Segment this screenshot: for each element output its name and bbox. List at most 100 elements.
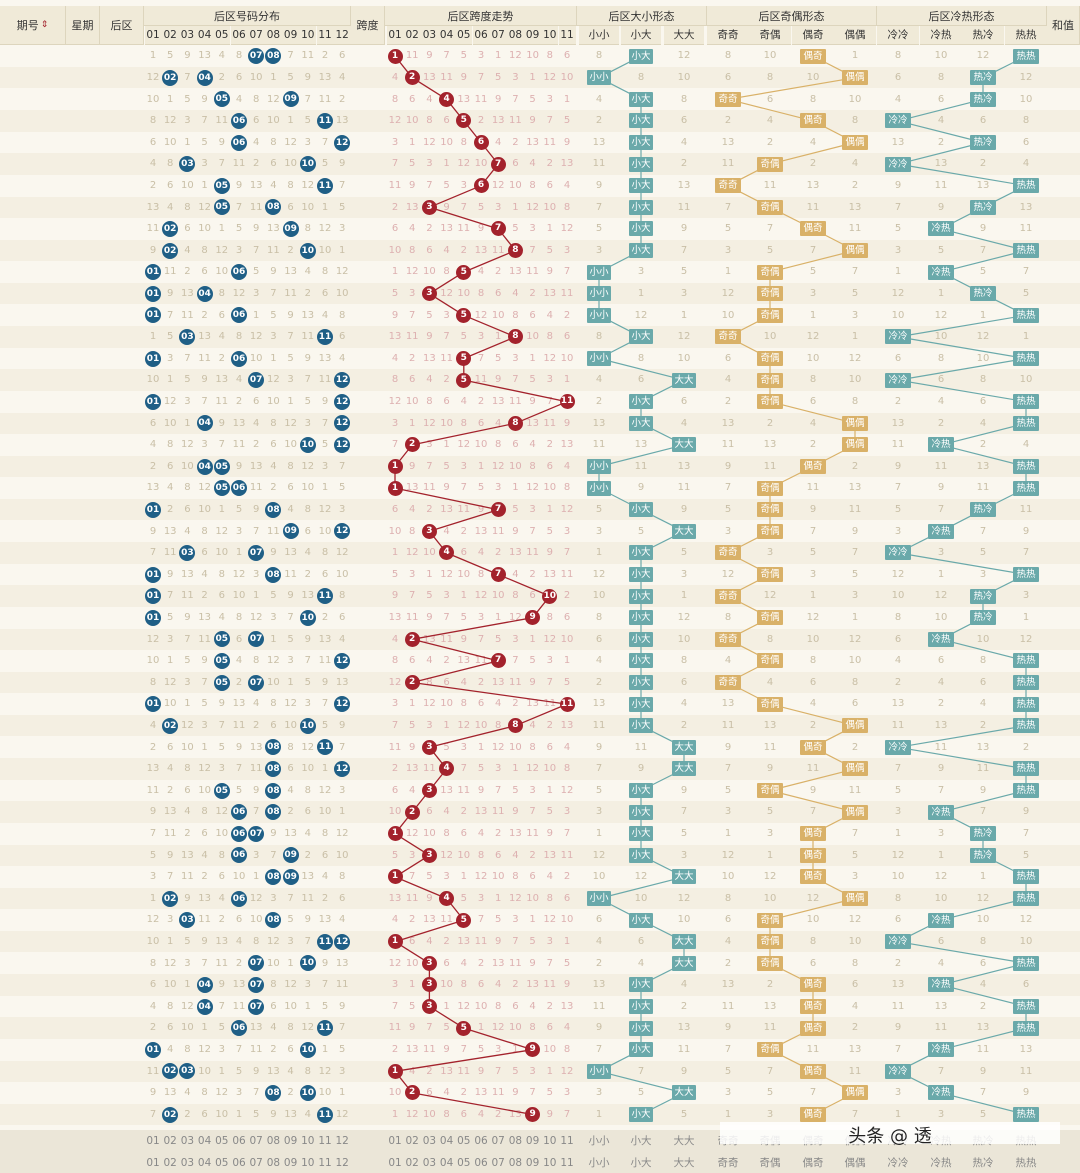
preselect-number[interactable]: 03: [180, 1135, 195, 1148]
table-row[interactable]: 2 6 10 1 9 13 4 8 12 7 11 9 7 5 3 12 10 8 6 4 9 13 11 13 2 9 11 13: [0, 175, 1080, 197]
table-row[interactable]: 10 1 5 9 13 4 12 3 7 11 8 6 4 2 11 9 7 5 3 1 4 6 4 8 10 6 8 10: [0, 369, 1080, 391]
table-row[interactable]: 10 1 5 9 13 4 8 12 3 7 6 4 2 13 11 9 7 5 3 1 4 6 4 8 10 6 8 10: [0, 930, 1080, 953]
header-period[interactable]: 期号 ⇕: [0, 6, 66, 45]
preselect-span[interactable]: 04: [439, 1135, 454, 1148]
preselect-number[interactable]: 04: [197, 1157, 212, 1170]
preselect-number[interactable]: 02: [163, 1157, 177, 1170]
preselect-span[interactable]: 01: [388, 1157, 402, 1170]
preselect-span[interactable]: 11: [560, 1135, 574, 1148]
preselect-span[interactable]: 09: [525, 1135, 540, 1148]
table-row[interactable]: 9 13 4 8 12 3 11 2 6 10 5 3 1 12 10 8 4 2 13 11 12 3 12 3 5 12 1 3: [0, 564, 1080, 586]
preselect-span[interactable]: 02: [405, 1157, 419, 1170]
table-row[interactable]: 12 3 7 11 2 6 10 1 5 9 12 10 8 6 4 2 13 11 9 7 2 6 2 6 8 2 4 6: [0, 391, 1080, 413]
preselect-number[interactable]: 08: [266, 1157, 281, 1170]
preselect-number[interactable]: 03: [180, 1157, 195, 1170]
preselect-span[interactable]: 09: [525, 1157, 540, 1170]
table-row[interactable]: 5 9 13 4 8 3 7 2 6 10 5 3 12 10 8 6 4 2 13 11 12 3 12 1 5 12 1 5: [0, 844, 1080, 867]
preselect-number[interactable]: 08: [266, 1135, 281, 1148]
preselect-number[interactable]: 10: [301, 1135, 315, 1148]
table-row[interactable]: 10 1 5 9 13 4 8 12 3 7 3 1 12 10 8 6 4 2 13 11 13 4 13 4 6 13 2 4: [0, 693, 1080, 715]
table-row[interactable]: 9 13 4 8 12 3 7 11 6 10 10 8 4 2 13 11 9 7 5 3 3 5 3 7 9 3 7 9: [0, 521, 1080, 543]
preselect-parity[interactable]: 偶偶: [844, 1157, 866, 1170]
preselect-size[interactable]: 小大: [630, 1135, 652, 1148]
preselect-span[interactable]: 02: [405, 1135, 419, 1148]
preselect-number[interactable]: 09: [283, 1135, 298, 1148]
preselect-number[interactable]: 04: [197, 1135, 212, 1148]
table-row[interactable]: 4 8 12 3 7 11 2 6 10 5 7 3 1 12 10 8 6 4 2 13 11 13 11 13 2 11 2 4: [0, 434, 1080, 456]
table-row[interactable]: 4 8 12 3 7 11 2 6 1 5 2 13 11 9 7 5 3 1 10 8 7 11 7 11 13 7 11 13: [0, 1039, 1080, 1061]
table-row[interactable]: 9 13 4 8 12 7 2 6 10 1 10 6 4 2 13 11 9 7 5 3 3 7 3 5 7 3 7 9: [0, 801, 1080, 823]
preselect-span[interactable]: 05: [457, 1135, 471, 1148]
table-row[interactable]: 11 2 6 10 5 9 13 4 8 12 1 12 10 8 4 2 13 11 9 7 3 5 1 5 7 1 5 7: [0, 261, 1080, 283]
preselect-hot[interactable]: 热热: [1015, 1157, 1037, 1170]
preselect-number[interactable]: 12: [335, 1135, 349, 1148]
preselect-span[interactable]: 07: [491, 1157, 505, 1170]
preselect-size[interactable]: 小大: [630, 1157, 652, 1170]
preselect-number[interactable]: 12: [335, 1157, 349, 1170]
preselect-span[interactable]: 06: [474, 1157, 488, 1170]
preselect-number[interactable]: 06: [232, 1157, 246, 1170]
preselect-number[interactable]: 07: [249, 1135, 263, 1148]
table-row[interactable]: 4 8 3 7 11 2 6 10 5 9 7 5 3 1 12 10 6 4 2 13 11 2 11 2 4 13 2 4: [0, 153, 1080, 175]
table-row[interactable]: 2 6 10 1 5 9 4 8 12 3 6 4 2 13 11 9 5 3 1 12 5 9 5 9 11 5 7 11: [0, 498, 1080, 521]
table-row[interactable]: 13 4 8 12 3 7 11 6 10 1 2 13 11 7 5 3 1 12 10 8 7 9 7 9 11 7 9 11: [0, 758, 1080, 780]
table-row[interactable]: 7 11 2 6 10 9 13 4 8 12 12 10 8 6 4 2 13 11 9 7 1 5 1 3 7 1 3 7: [0, 823, 1080, 845]
preselect-hot[interactable]: 冷冷: [887, 1157, 909, 1170]
preselect-span[interactable]: 05: [457, 1157, 471, 1170]
table-row[interactable]: 2 6 10 1 5 9 13 8 12 7 11 9 5 3 1 12 10 8 6 4 9 11 9 11 2 11 13 2: [0, 737, 1080, 759]
preselect-size[interactable]: 小小: [588, 1135, 610, 1148]
preselect-hot[interactable]: 冷热: [930, 1157, 952, 1170]
preselect-span[interactable]: 03: [422, 1135, 437, 1148]
preselect-hot[interactable]: 热冷: [972, 1157, 994, 1170]
preselect-parity[interactable]: 奇偶: [759, 1157, 781, 1170]
table-row[interactable]: 7 11 2 6 10 1 5 9 13 8 9 7 5 3 1 12 10 8 6 2 10 1 12 1 3 10 12 3: [0, 585, 1080, 607]
table-row[interactable]: 8 12 3 7 11 6 10 1 5 13 12 10 8 6 2 13 11 9 7 5 2 6 2 4 8 4 6 8: [0, 110, 1080, 132]
preselect-number[interactable]: 06: [232, 1135, 246, 1148]
table-row[interactable]: 8 12 3 7 11 2 10 1 9 13 12 10 6 4 2 13 11 9 7 5 2 4 2 6 8 2 4 6: [0, 953, 1080, 975]
table-row[interactable]: 1 5 9 13 4 8 7 11 2 6 11 9 7 5 3 1 12 10 8 6 8 12 8 10 1 8 10 12: [0, 45, 1080, 67]
table-row[interactable]: 2 6 10 9 13 4 8 12 3 7 9 7 5 3 1 12 10 8 6 4 11 13 9 11 2 9 11 13: [0, 455, 1080, 478]
preselect-number[interactable]: 09: [283, 1157, 298, 1170]
table-row[interactable]: 5 9 13 4 8 12 3 7 2 6 13 11 9 7 5 3 1 12 8 6 8 12 8 12 1 8 10 1: [0, 607, 1080, 629]
preselect-number[interactable]: 11: [318, 1157, 332, 1170]
preselect-number[interactable]: 05: [215, 1135, 229, 1148]
preselect-span[interactable]: 08: [508, 1157, 523, 1170]
table-row[interactable]: 6 10 1 9 13 8 12 3 7 11 3 1 10 8 6 4 2 13 11 9 13 4 13 2 6 13 4 6: [0, 974, 1080, 996]
preselect-span[interactable]: 08: [508, 1135, 523, 1148]
preselect-size[interactable]: 大大: [673, 1135, 695, 1148]
preselect-number[interactable]: 01: [146, 1135, 160, 1148]
table-row[interactable]: 12 3 11 2 6 10 5 9 13 4 4 2 13 11 7 5 3 1 12 10 6 10 6 10 12 6 10 1…: [0, 909, 1080, 931]
sort-arrows-icon[interactable]: ⇕: [40, 20, 49, 30]
table-row[interactable]: 13 4 8 12 7 11 6 10 1 5 2 13 9 7 5 3 1 12 10 8 7 11 7 11 13 7 9 13: [0, 196, 1080, 219]
table-row[interactable]: 9 13 4 8 12 3 7 2 10 1 10 6 4 2 13 11 9 7 5 3 3 5 3 5 7 3 7 9: [0, 1082, 1080, 1104]
preselect-row[interactable]: 01 02 03 04 05 06 07 08 09 10 11 12 01 02 03 04 05 06 07 08…: [0, 1152, 1080, 1173]
preselect-span[interactable]: 10: [543, 1135, 557, 1148]
preselect-span[interactable]: 03: [422, 1157, 437, 1170]
preselect-span[interactable]: 04: [439, 1157, 454, 1170]
table-row[interactable]: 8 12 3 7 2 10 1 5 9 13 12 8 6 4 2 13 11 9 7 5 2 6 4 6 8 2 4 6: [0, 671, 1080, 694]
preselect-number[interactable]: 02: [163, 1135, 177, 1148]
preselect-number[interactable]: 05: [215, 1157, 229, 1170]
table-row[interactable]: 13 4 8 12 11 2 6 10 1 5 13 11 9 7 5 3 1 12 10 8 9 11 7 11 13 7 9 11: [0, 477, 1080, 499]
table-row[interactable]: 12 3 7 11 6 1 5 9 13 4 4 13 11 9 7 5 3 1 12 10 6 10 8 10 12 6 10 12: [0, 628, 1080, 651]
table-row[interactable]: 11 2 6 10 5 9 4 8 12 3 6 4 13 11 9 7 5 3 1 12 5 9 5 9 11 5 7 9: [0, 780, 1080, 802]
table-row[interactable]: 6 10 1 5 9 4 8 12 3 7 3 1 12 10 8 4 2 13 11 9 13 4 13 2 4 13 2 6: [0, 132, 1080, 154]
preselect-span[interactable]: 11: [560, 1157, 574, 1170]
table-row[interactable]: 3 7 11 2 10 1 5 9 13 4 4 2 13 11 7 5 3 1 12 10 8 10 6 10 12 6 8 10: [0, 348, 1080, 370]
preselect-number[interactable]: 10: [301, 1157, 315, 1170]
preselect-number[interactable]: 01: [146, 1157, 160, 1170]
table-row[interactable]: 6 10 1 9 13 4 8 12 3 7 3 1 12 10 8 6 4 13 11 9 13 4 13 2 4 13 2 4: [0, 412, 1080, 435]
preselect-parity[interactable]: 奇奇: [717, 1157, 739, 1170]
table-row[interactable]: 7 11 6 10 1 9 13 4 8 12 1 12 10 6 4 2 13 11 9 7 1 5 3 5 7 3 5 7: [0, 542, 1080, 564]
preselect-number[interactable]: 11: [318, 1135, 332, 1148]
preselect-span[interactable]: 01: [388, 1135, 402, 1148]
table-row[interactable]: 3 7 11 2 6 10 1 13 4 8 7 5 3 1 12 10 8 6 4 2 10 12 10 12 3 10 12 1: [0, 866, 1080, 888]
preselect-span[interactable]: 07: [491, 1135, 505, 1148]
table-row[interactable]: 10 1 5 9 4 8 12 3 7 11 8 6 4 2 13 11 7 5 3 1 4 8 4 8 10 4 6 8: [0, 650, 1080, 672]
preselect-span[interactable]: 10: [543, 1157, 557, 1170]
preselect-span[interactable]: 06: [474, 1135, 488, 1148]
table-row[interactable]: 4 8 12 7 11 6 10 1 5 9 7 5 1 12 10 8 6 4 2 13 11 2 11 13 4 11 13 2: [0, 996, 1080, 1018]
table-row[interactable]: 2 6 10 1 5 13 4 8 12 7 11 9 7 5 1 12 10 8 6 4 9 13 9 11 2 9 11 13: [0, 1017, 1080, 1039]
table-row[interactable]: 9 13 8 12 3 7 11 2 6 10 5 3 12 10 8 6 4 2 13 11 1 3 12 3 5 12 1 5: [0, 282, 1080, 305]
preselect-size[interactable]: 小小: [588, 1157, 610, 1170]
